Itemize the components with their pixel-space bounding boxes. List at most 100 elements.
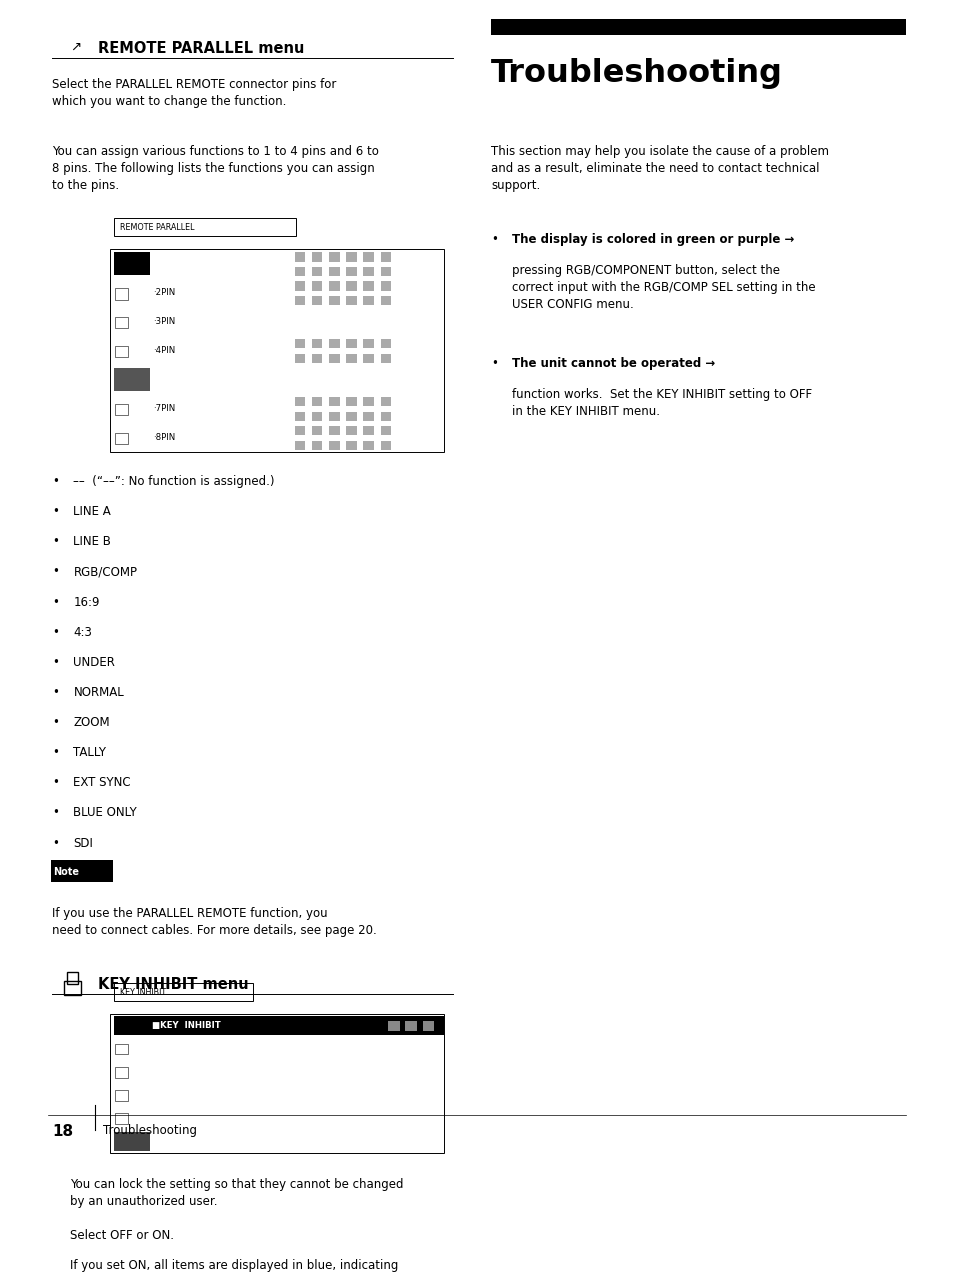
Text: ■1PIN: ■1PIN — [153, 259, 184, 268]
Text: ·4PIN: ·4PIN — [153, 347, 175, 355]
Text: •: • — [491, 357, 497, 369]
Bar — [113, 1133, 150, 1150]
Bar — [312, 354, 322, 363]
Text: •: • — [52, 475, 59, 488]
Text: •: • — [52, 656, 59, 669]
Bar — [346, 426, 356, 436]
Text: The unit cannot be operated →: The unit cannot be operated → — [512, 357, 715, 369]
Bar — [115, 288, 128, 299]
Bar — [491, 19, 905, 34]
Bar — [363, 282, 374, 290]
Bar — [329, 397, 339, 406]
Text: ·3PIN: ·3PIN — [153, 317, 175, 326]
Bar — [312, 397, 322, 406]
Bar — [294, 266, 305, 276]
Text: •: • — [52, 837, 59, 850]
Bar — [363, 441, 374, 450]
Bar — [312, 282, 322, 290]
Bar — [346, 354, 356, 363]
Bar — [329, 441, 339, 450]
Bar — [115, 1113, 128, 1124]
Text: REMOTE PARALLEL: REMOTE PARALLEL — [120, 223, 194, 232]
Bar — [113, 339, 150, 362]
Text: ↗: ↗ — [70, 41, 81, 54]
Text: REMOTE PARALLEL menu: REMOTE PARALLEL menu — [98, 41, 304, 56]
Bar — [405, 1020, 416, 1031]
Text: •: • — [52, 595, 59, 609]
Bar — [363, 426, 374, 436]
Text: Note: Note — [53, 866, 79, 877]
Text: ––  (“––”: No function is assigned.): –– (“––”: No function is assigned.) — [73, 475, 274, 488]
Text: NORMAL: NORMAL — [73, 685, 124, 699]
Bar — [346, 266, 356, 276]
Text: LINE B: LINE B — [73, 535, 112, 548]
Bar — [312, 441, 322, 450]
Bar — [294, 441, 305, 450]
Text: You can lock the setting so that they cannot be changed
by an unauthorized user.: You can lock the setting so that they ca… — [70, 1178, 403, 1208]
Bar — [363, 339, 374, 349]
Bar — [113, 396, 150, 420]
Text: TALLY: TALLY — [73, 747, 107, 759]
Bar — [380, 397, 391, 406]
Text: •: • — [52, 716, 59, 729]
Bar — [115, 404, 128, 415]
Text: If you use the PARALLEL REMOTE function, you
need to connect cables. For more de: If you use the PARALLEL REMOTE function,… — [52, 907, 376, 938]
Bar — [114, 218, 295, 237]
Bar — [146, 1017, 443, 1034]
Bar — [113, 426, 150, 448]
Bar — [294, 412, 305, 420]
Bar — [380, 354, 391, 363]
Bar — [346, 252, 356, 261]
Text: Select the PARALLEL REMOTE connector pins for
which you want to change the funct: Select the PARALLEL REMOTE connector pin… — [52, 78, 336, 107]
Bar — [312, 412, 322, 420]
Bar — [115, 1091, 128, 1101]
Text: function works.  Set the KEY INHIBIT setting to OFF
in the KEY INHIBIT menu.: function works. Set the KEY INHIBIT sett… — [512, 389, 812, 418]
Bar — [388, 1020, 399, 1031]
Bar — [329, 354, 339, 363]
Text: •: • — [52, 806, 59, 819]
Text: The display is colored in green or purple →: The display is colored in green or purpl… — [512, 233, 794, 246]
Text: UNDER: UNDER — [73, 656, 115, 669]
Bar — [115, 1043, 128, 1055]
Text: •: • — [52, 506, 59, 519]
Bar — [110, 1014, 443, 1153]
Text: ·2PIN: ·2PIN — [153, 288, 175, 297]
Bar — [294, 397, 305, 406]
Bar — [110, 250, 443, 452]
Bar — [294, 252, 305, 261]
Bar — [67, 972, 78, 984]
Bar — [346, 397, 356, 406]
Bar — [380, 266, 391, 276]
Bar — [363, 296, 374, 304]
Text: Troubleshooting: Troubleshooting — [103, 1124, 197, 1136]
Text: ZOOM: ZOOM — [73, 716, 110, 729]
Bar — [346, 412, 356, 420]
Bar — [294, 339, 305, 349]
Bar — [113, 310, 150, 333]
Bar — [115, 433, 128, 445]
Bar — [312, 252, 322, 261]
Bar — [363, 412, 374, 420]
Bar — [363, 252, 374, 261]
Bar — [114, 982, 253, 1001]
Bar — [363, 266, 374, 276]
Bar — [363, 354, 374, 363]
Text: •: • — [52, 535, 59, 548]
Bar — [329, 282, 339, 290]
Bar — [294, 282, 305, 290]
Text: ■KEY  INHIBIT: ■KEY INHIBIT — [152, 1020, 220, 1029]
Bar — [380, 296, 391, 304]
Text: If you set ON, all items are displayed in blue, indicating
the items are locked.: If you set ON, all items are displayed i… — [70, 1260, 397, 1274]
Bar — [294, 354, 305, 363]
Bar — [329, 426, 339, 436]
Text: KEY INHIBIT menu: KEY INHIBIT menu — [98, 977, 249, 991]
Bar — [312, 266, 322, 276]
Text: LINE A: LINE A — [73, 506, 112, 519]
Bar — [113, 1017, 150, 1034]
Text: ·8PIN: ·8PIN — [153, 433, 175, 442]
Text: 18: 18 — [52, 1124, 73, 1139]
Text: KEY INHIBIT: KEY INHIBIT — [120, 987, 166, 996]
Bar — [64, 981, 81, 995]
Text: SDI: SDI — [73, 837, 93, 850]
Text: 4:3: 4:3 — [73, 626, 92, 638]
